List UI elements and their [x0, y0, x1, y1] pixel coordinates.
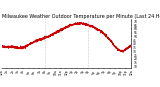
- Text: Milwaukee Weather Outdoor Temperature per Minute (Last 24 Hours): Milwaukee Weather Outdoor Temperature pe…: [2, 14, 160, 19]
